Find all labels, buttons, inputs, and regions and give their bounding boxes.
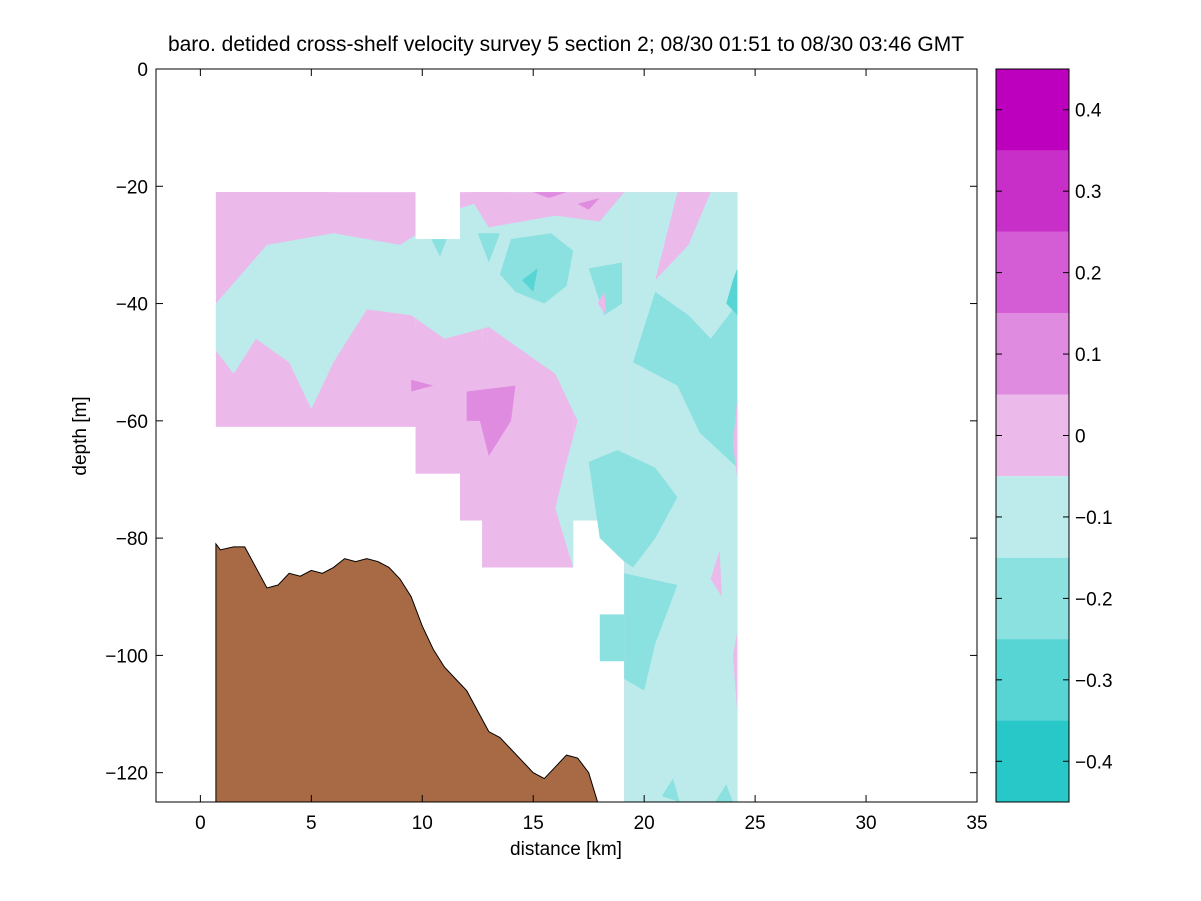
colorbar-tick-label: 0.1 bbox=[1075, 345, 1101, 366]
colorbar-tick-label: 0.3 bbox=[1075, 182, 1101, 203]
contour-region bbox=[477, 233, 500, 263]
contour-region bbox=[466, 385, 516, 457]
contour-region bbox=[732, 397, 738, 480]
x-tick-label: 0 bbox=[195, 813, 206, 834]
colorbar-tick-label: −0.4 bbox=[1075, 752, 1113, 773]
contour-region bbox=[215, 315, 574, 568]
contour-region bbox=[732, 631, 738, 715]
colorbar-tick-label: −0.1 bbox=[1075, 508, 1113, 529]
x-tick-label: 30 bbox=[855, 813, 876, 834]
contour-region bbox=[215, 192, 334, 281]
contour-region bbox=[715, 784, 733, 802]
colorbar-band bbox=[996, 69, 1069, 151]
colorbar-band bbox=[996, 639, 1069, 721]
colorbar-band bbox=[996, 150, 1069, 232]
contour-region bbox=[599, 614, 625, 662]
contour-region bbox=[655, 192, 711, 281]
y-tick-label: −80 bbox=[116, 529, 148, 550]
x-tick-label: 20 bbox=[634, 813, 655, 834]
contour-region bbox=[661, 778, 680, 802]
colorbar-band bbox=[996, 720, 1069, 802]
colorbar-band bbox=[996, 476, 1069, 558]
x-axis-label: distance [km] bbox=[510, 839, 622, 860]
colorbar-band bbox=[996, 394, 1069, 477]
contour-region bbox=[411, 379, 434, 392]
contour-region bbox=[499, 233, 574, 304]
y-tick-label: 0 bbox=[137, 60, 148, 81]
chart-title: baro. detided cross-shelf velocity surve… bbox=[168, 33, 964, 56]
x-tick-label: 35 bbox=[966, 813, 987, 834]
x-tick-label: 10 bbox=[412, 813, 433, 834]
colorbar-tick-label: 0.4 bbox=[1075, 101, 1102, 122]
y-tick-label: −60 bbox=[116, 412, 148, 433]
contour-region bbox=[710, 549, 722, 597]
colorbar-band bbox=[996, 557, 1069, 640]
contour-region bbox=[726, 268, 738, 316]
x-tick-label: 15 bbox=[523, 813, 544, 834]
contour-region bbox=[522, 268, 538, 292]
colorbar-tick-label: −0.3 bbox=[1075, 671, 1113, 692]
y-tick-label: −120 bbox=[105, 764, 148, 785]
contour-region bbox=[633, 291, 738, 468]
contour-region bbox=[624, 573, 678, 691]
colorbar-tick-label: 0 bbox=[1075, 427, 1086, 448]
no-data-mask bbox=[415, 192, 460, 240]
contour-region bbox=[597, 291, 607, 316]
y-tick-label: −20 bbox=[116, 177, 148, 198]
contour-region bbox=[588, 450, 678, 568]
contour-region bbox=[588, 262, 622, 316]
seafloor-bathymetry bbox=[215, 542, 599, 802]
y-axis-label: depth [m] bbox=[70, 396, 91, 475]
colorbar-band bbox=[996, 313, 1069, 395]
colorbar-band bbox=[996, 231, 1069, 314]
colorbar-tick-label: 0.2 bbox=[1075, 264, 1101, 285]
contour-region bbox=[577, 198, 600, 210]
x-tick-label: 25 bbox=[745, 813, 766, 834]
contour-region bbox=[466, 192, 625, 228]
plot-frame bbox=[155, 68, 978, 803]
plot-area: 0 5 10 15 20 25 30 35 0 −20 −40 −60 −80 −100 −120 bbox=[105, 60, 987, 834]
x-tick-label: 5 bbox=[306, 813, 317, 834]
colorbar: 0.4 0.3 0.2 0.1 0 −0.1 −0.2 −0.3 −0.4 bbox=[995, 68, 1113, 803]
y-tick-label: −40 bbox=[116, 295, 148, 316]
colorbar-tick-label: −0.2 bbox=[1075, 589, 1113, 610]
contour-region bbox=[533, 192, 567, 199]
y-tick-label: −100 bbox=[105, 646, 148, 667]
